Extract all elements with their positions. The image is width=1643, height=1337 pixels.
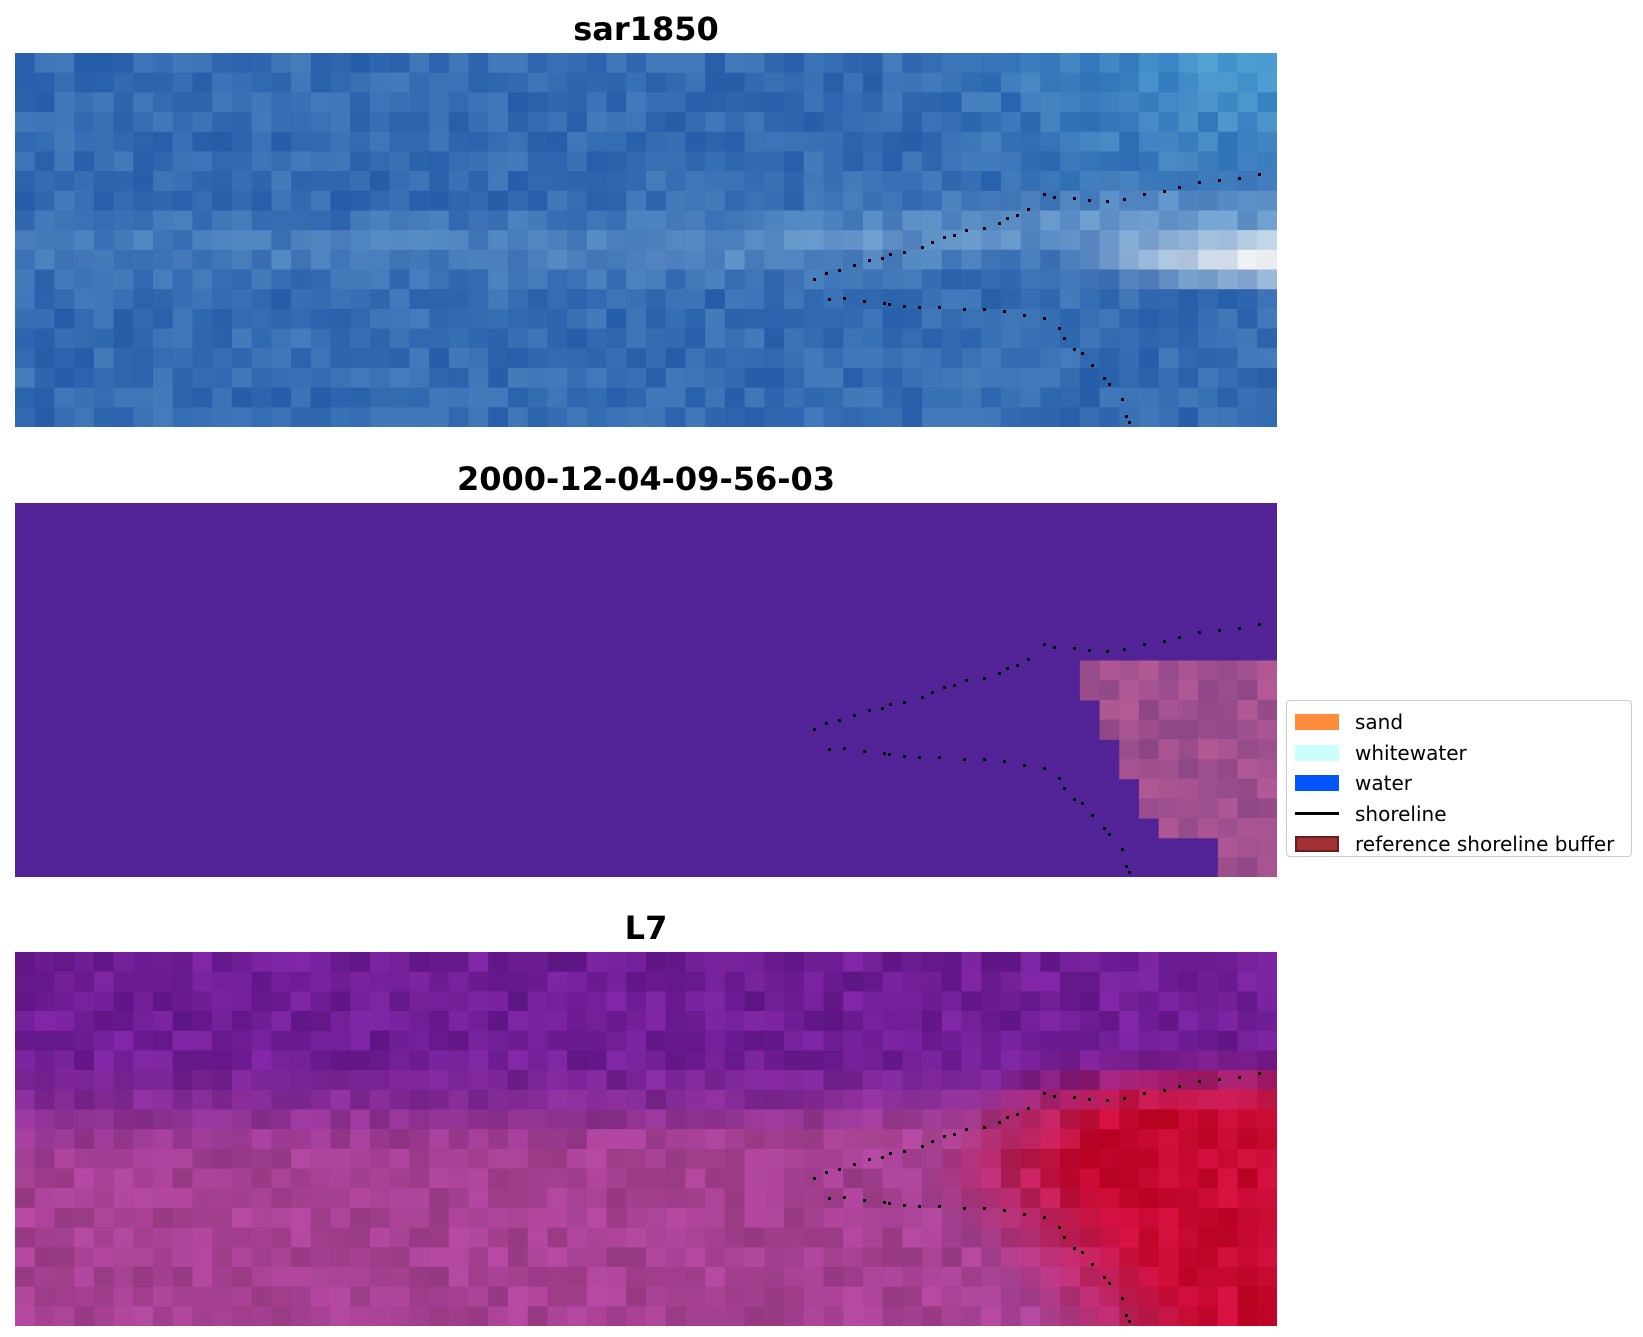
legend-label: reference shoreline buffer: [1355, 832, 1615, 857]
panel-title-l7: L7: [624, 909, 668, 947]
legend-item-shoreline: shoreline: [1295, 799, 1623, 830]
whitewater-swatch: [1295, 744, 1339, 761]
sar-image: [15, 53, 1277, 427]
legend-item-sand: sand: [1295, 707, 1623, 738]
classification-image: [15, 503, 1277, 877]
reference-buffer-swatch: [1295, 836, 1339, 853]
legend-item-whitewater: whitewater: [1295, 738, 1623, 769]
water-swatch: [1295, 775, 1339, 792]
sar-image-panel: [15, 53, 1277, 427]
sand-swatch: [1295, 714, 1339, 731]
panel-title-sar: sar1850: [573, 10, 719, 48]
panel-title-date: 2000-12-04-09-56-03: [456, 460, 836, 498]
shoreline-dots: [813, 623, 1261, 874]
legend-item-reference-buffer: reference shoreline buffer: [1295, 829, 1623, 860]
legend-item-water: water: [1295, 768, 1623, 799]
shoreline-dots: [813, 173, 1261, 424]
shoreline-dots: [813, 1072, 1261, 1323]
legend: sand whitewater water shoreline referenc…: [1286, 700, 1632, 857]
legend-label: water: [1355, 771, 1412, 796]
l7-image-panel: [15, 952, 1277, 1326]
legend-label: whitewater: [1355, 740, 1467, 765]
l7-image: [15, 952, 1277, 1326]
legend-label: sand: [1355, 710, 1404, 735]
legend-label: shoreline: [1355, 801, 1447, 826]
classification-image-panel: [15, 503, 1277, 877]
shoreline-line-swatch: [1295, 812, 1339, 816]
